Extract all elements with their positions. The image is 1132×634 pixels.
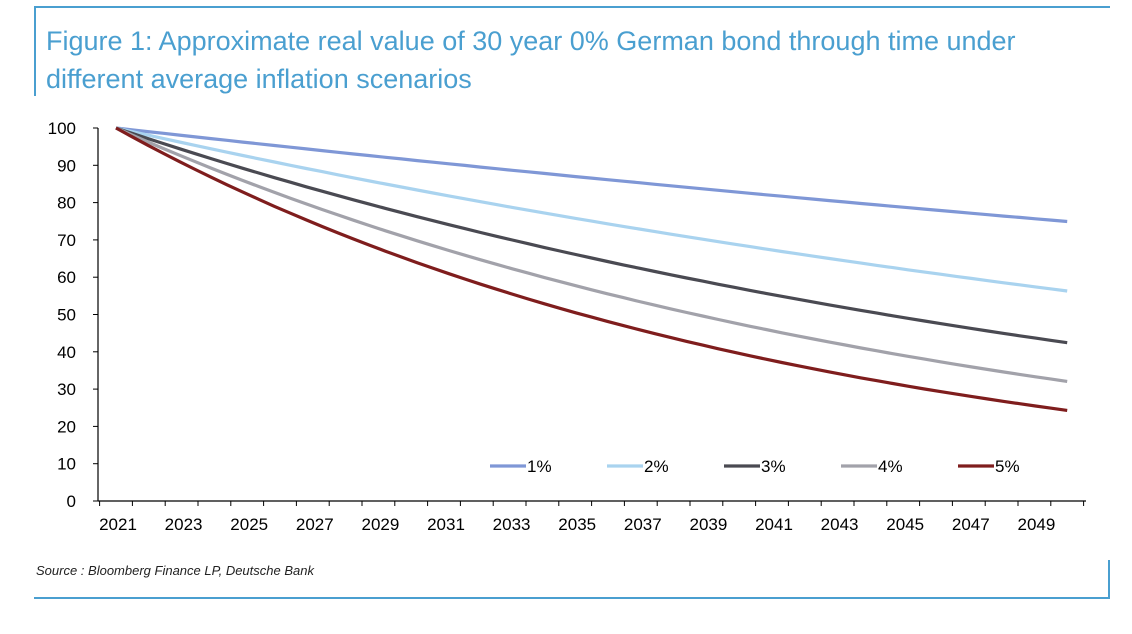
series-line-1pct [115, 126, 1068, 224]
x-tick-label: 2045 [886, 515, 924, 534]
y-tick-label: 100 [48, 119, 76, 138]
y-tick-label: 90 [57, 156, 76, 175]
x-tick-label: 2031 [427, 515, 465, 534]
chart-axes: 0 10 20 30 40 50 60 70 80 90 100 2021 2023 2025 2027 20… [48, 119, 1086, 534]
x-tick-label: 2035 [558, 515, 596, 534]
legend-label: 2% [644, 457, 669, 476]
frame-left-border [34, 6, 36, 96]
y-tick-label: 30 [57, 380, 76, 399]
chart-legend: 1% 2% 3% 4% 5% [490, 457, 1020, 476]
series-line-4pct [115, 126, 1068, 383]
x-tick-label: 2021 [99, 515, 137, 534]
x-tick-label: 2041 [755, 515, 793, 534]
y-tick-label: 20 [57, 417, 76, 436]
y-tick-label: 70 [57, 231, 76, 250]
y-tick-label: 0 [67, 492, 76, 511]
legend-label: 5% [995, 457, 1020, 476]
x-tick-label: 2023 [165, 515, 203, 534]
y-tick-label: 80 [57, 194, 76, 213]
legend-label: 4% [878, 457, 903, 476]
y-tick-label: 40 [57, 343, 76, 362]
x-tick-label: 2025 [230, 515, 268, 534]
legend-label: 1% [527, 457, 552, 476]
x-tick-label: 2033 [493, 515, 531, 534]
series-line-3pct [115, 126, 1068, 345]
legend-label: 3% [761, 457, 786, 476]
x-tick-label: 2037 [624, 515, 662, 534]
y-tick-label: 10 [57, 455, 76, 474]
frame-bottom-border [34, 597, 1110, 599]
x-tick-label: 2027 [296, 515, 334, 534]
figure-title: Figure 1: Approximate real value of 30 y… [46, 26, 1016, 94]
x-tick-label: 2047 [952, 515, 990, 534]
frame-right-border [1108, 560, 1110, 598]
frame-top-border [34, 6, 1110, 8]
x-tick-label: 2049 [1017, 515, 1055, 534]
y-tick-label: 60 [57, 268, 76, 287]
chart-series [115, 126, 1068, 412]
x-tick-label: 2043 [821, 515, 859, 534]
x-tick-label: 2039 [689, 515, 727, 534]
y-tick-label: 50 [57, 306, 76, 325]
source-note: Source : Bloomberg Finance LP, Deutsche … [36, 563, 314, 578]
x-tick-label: 2029 [361, 515, 399, 534]
series-line-5pct [115, 126, 1068, 412]
line-chart: 0 10 20 30 40 50 60 70 80 90 100 2021 2023 2025 2027 20… [48, 119, 1086, 534]
series-line-2pct [115, 126, 1068, 293]
